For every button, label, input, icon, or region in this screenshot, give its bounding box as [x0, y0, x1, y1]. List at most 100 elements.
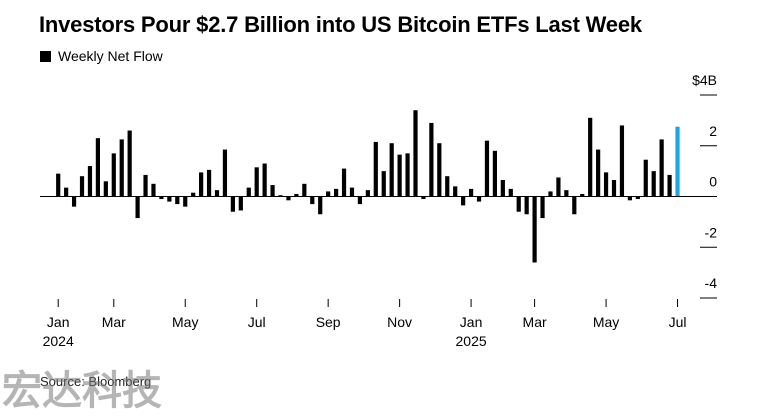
- source-note: Source: Bloomberg: [40, 374, 152, 389]
- bar: [421, 196, 426, 200]
- x-tick-label: Nov: [387, 314, 412, 330]
- bar: [500, 180, 505, 197]
- bar: [175, 196, 180, 205]
- bar: [71, 196, 77, 207]
- x-tick-year-label: 2025: [456, 333, 487, 349]
- bar: [87, 166, 93, 197]
- y-tick-label: -4: [705, 275, 718, 291]
- bar: [611, 180, 617, 197]
- x-tick-year-label: 2024: [43, 333, 74, 349]
- bar: [183, 196, 188, 207]
- bar: [453, 186, 458, 197]
- bar: [326, 191, 331, 197]
- bar: [484, 140, 490, 197]
- bar: [357, 196, 363, 205]
- bar: [230, 196, 235, 212]
- bar: [548, 191, 553, 197]
- bar: [556, 177, 561, 197]
- y-tick-label: 0: [709, 174, 717, 190]
- bar: [619, 125, 625, 197]
- bar: [95, 138, 100, 197]
- x-tick-label: Mar: [523, 314, 547, 330]
- bar: [254, 167, 259, 197]
- bar: [524, 196, 529, 215]
- bar: [468, 188, 474, 197]
- bar: [159, 196, 164, 200]
- bar: [246, 187, 251, 197]
- bar: [167, 196, 172, 202]
- bar: [437, 143, 442, 197]
- x-tick-label: Jan: [47, 314, 70, 330]
- bar: [111, 153, 116, 197]
- chart-legend: Weekly Net Flow: [40, 48, 163, 64]
- bar: [508, 188, 513, 197]
- bar: [278, 195, 283, 197]
- bar: [627, 196, 632, 201]
- bar: [127, 130, 132, 197]
- legend-swatch: [40, 50, 51, 62]
- x-tick-label: Mar: [102, 314, 126, 330]
- x-tick-label: May: [593, 314, 619, 330]
- chart-title: Investors Pour $2.7 Billion into US Bitc…: [39, 12, 642, 37]
- bar: [564, 190, 569, 197]
- legend-label: Weekly Net Flow: [58, 48, 163, 64]
- x-tick-label: Jul: [248, 314, 266, 330]
- bar: [532, 196, 537, 263]
- bar: [294, 193, 299, 197]
- bar: [429, 122, 434, 197]
- bar: [310, 196, 315, 205]
- bar: [270, 185, 275, 197]
- bar: [334, 188, 339, 197]
- bar: [476, 196, 482, 202]
- bar: [643, 159, 648, 197]
- bar: [516, 196, 521, 212]
- bar: [103, 181, 108, 197]
- bar: [667, 174, 672, 197]
- bar: [64, 187, 69, 197]
- bar: [56, 173, 61, 197]
- bar: [596, 149, 601, 197]
- x-tick-label: May: [172, 314, 198, 330]
- bar: [151, 183, 156, 197]
- bar: [659, 139, 664, 197]
- bar: [580, 193, 585, 197]
- bar: [492, 150, 497, 197]
- bar: [222, 149, 228, 197]
- y-tick-label: $4B: [692, 72, 717, 88]
- bar: [588, 117, 593, 197]
- bar: [135, 196, 140, 219]
- bar: [373, 141, 378, 197]
- bar: [206, 169, 212, 197]
- bar: [214, 190, 220, 197]
- bar: [199, 172, 204, 197]
- bar: [540, 196, 545, 219]
- bar: [238, 196, 243, 211]
- bar: [341, 168, 347, 197]
- bar: [79, 176, 85, 197]
- bar: [389, 143, 394, 197]
- bar: [381, 171, 386, 197]
- y-tick-label: -2: [705, 224, 718, 240]
- y-tick-label: 2: [709, 123, 717, 139]
- bar: [191, 192, 196, 197]
- bar: [397, 154, 402, 197]
- x-tick-label: Jan: [460, 314, 483, 330]
- bar-highlight: [675, 126, 680, 197]
- bar: [603, 172, 609, 197]
- bar: [461, 196, 466, 206]
- bar: [572, 196, 577, 215]
- bar: [286, 196, 291, 201]
- bar: [318, 196, 323, 215]
- bar-chart: $4B 2 0 -2 -4 Jan 2024 Mar May Jul Sep Nov Jan 2025 Ma…: [40, 72, 718, 349]
- bar: [143, 174, 148, 197]
- bar: [349, 187, 355, 197]
- bar: [405, 153, 410, 197]
- bar: [365, 190, 370, 197]
- bar: [651, 171, 656, 197]
- bar: [119, 139, 124, 197]
- bar: [445, 176, 450, 197]
- bar: [413, 110, 418, 197]
- bar: [635, 196, 640, 200]
- x-tick-label: Sep: [316, 314, 341, 330]
- bar: [262, 163, 267, 197]
